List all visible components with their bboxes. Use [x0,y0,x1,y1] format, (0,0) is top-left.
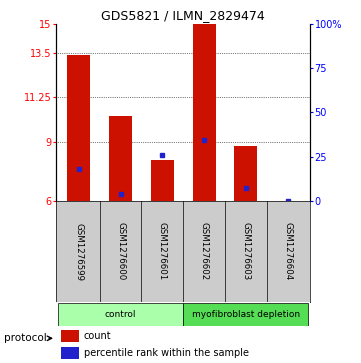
Text: GSM1276604: GSM1276604 [283,223,292,281]
Text: GSM1276600: GSM1276600 [116,223,125,281]
Bar [61,347,79,359]
Bar [151,160,174,201]
Text: GSM1276599: GSM1276599 [74,223,83,281]
Bar [109,116,132,201]
Text: protocol: protocol [4,333,46,343]
Title: GDS5821 / ILMN_2829474: GDS5821 / ILMN_2829474 [101,9,265,23]
Bar [234,146,257,201]
Bar [58,303,183,326]
Text: control: control [105,310,136,319]
Text: myofibroblast depletion: myofibroblast depletion [192,310,300,319]
Text: count: count [84,331,112,341]
Text: GSM1276602: GSM1276602 [200,223,209,281]
Text: percentile rank within the sample: percentile rank within the sample [84,348,249,358]
Bar [193,24,216,201]
Bar [183,303,308,326]
Text: GSM1276603: GSM1276603 [241,223,250,281]
Bar [61,330,79,342]
Text: GSM1276601: GSM1276601 [158,223,167,281]
Bar [68,55,90,201]
